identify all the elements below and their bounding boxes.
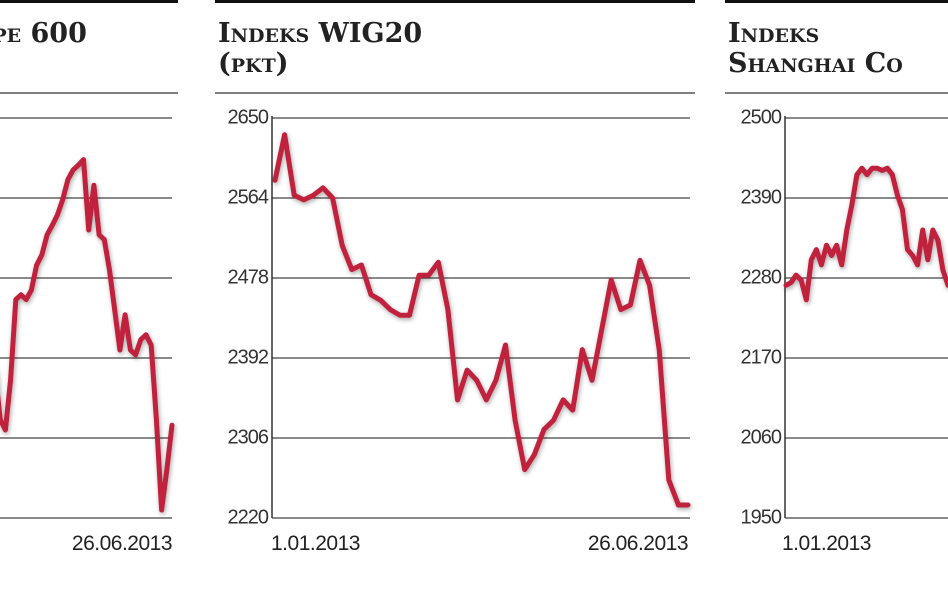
x-tick-label: 1.01.2013 [782, 532, 871, 555]
data-line [272, 132, 691, 508]
y-tick-label: 2500 [741, 106, 782, 128]
y-tick-label: 2280 [741, 266, 782, 288]
chart-title: Indeks WIG20 [218, 18, 422, 49]
chart-subtitle: (pkt) [218, 48, 289, 79]
chart-subtitle: Shanghai Co [728, 48, 903, 79]
y-tick-label: 2390 [741, 186, 782, 208]
x-tick-label: 26.06.2013 [72, 532, 172, 555]
y-tick-label: 1950 [741, 506, 782, 528]
y-tick-label: 2564 [228, 186, 269, 208]
top-rule [725, 0, 948, 3]
x-tick-label: 1.01.2013 [271, 532, 360, 555]
y-tick-label: 2060 [741, 426, 782, 448]
y-tick-label: 2650 [228, 106, 269, 128]
top-rule [215, 0, 695, 3]
y-tick-label: 2478 [228, 266, 269, 288]
chart-title: rope 600 [0, 18, 87, 49]
x-tick-label: 26.06.2013 [588, 532, 688, 555]
chart-title: Indeks [728, 18, 819, 49]
data-line [0, 157, 175, 513]
y-tick-label: 2220 [228, 506, 269, 528]
top-rule [0, 0, 178, 3]
y-tick-label: 2306 [228, 426, 269, 448]
y-tick-label: 2392 [228, 346, 269, 368]
data-line [783, 165, 948, 303]
y-tick-label: 2170 [741, 346, 782, 368]
